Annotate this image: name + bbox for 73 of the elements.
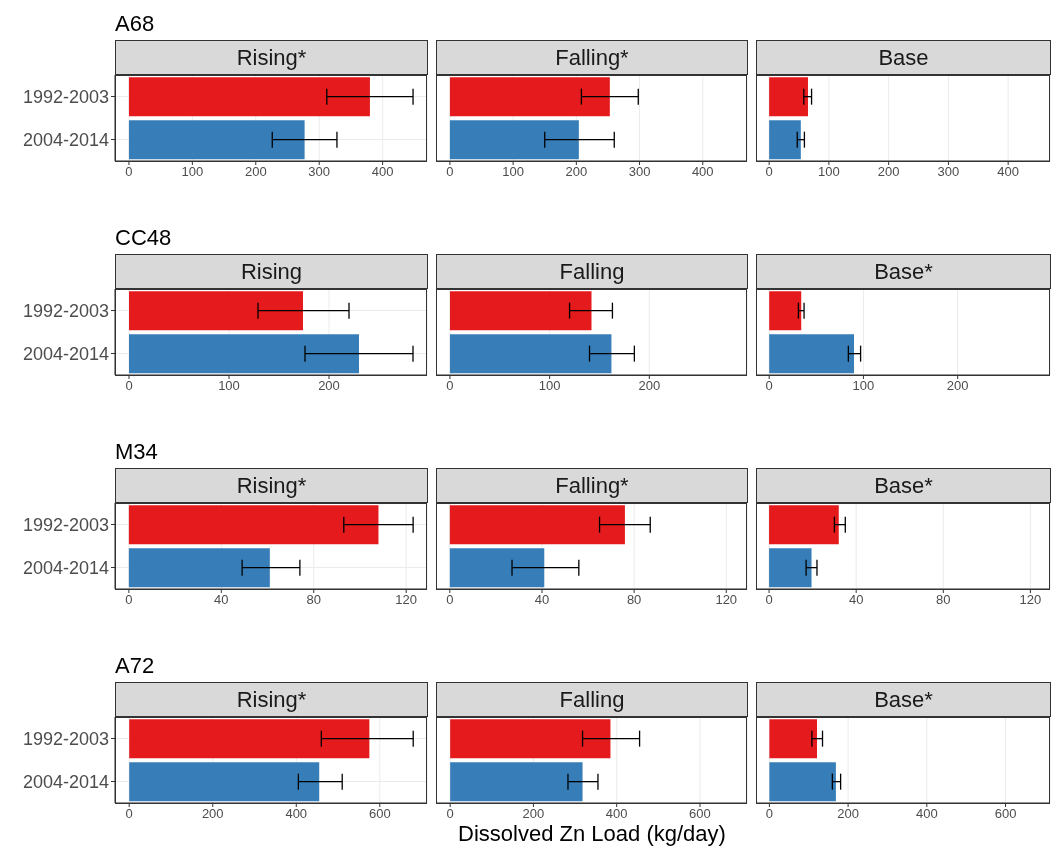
chart-subtitle: Rising* bbox=[115, 40, 428, 75]
x-tick-label: 300 bbox=[308, 164, 331, 180]
x-tick-label: 0 bbox=[765, 378, 773, 394]
y-tick-label: 2004-2014 bbox=[22, 557, 109, 578]
chart-subtitle: Rising* bbox=[115, 682, 428, 717]
x-tick-label: 100 bbox=[818, 164, 840, 180]
chart-title: M34 bbox=[115, 439, 158, 464]
x-tick-label: 200 bbox=[244, 164, 267, 180]
y-tick-label: 2004-2014 bbox=[22, 129, 109, 150]
x-tick-label: 0 bbox=[765, 592, 773, 608]
chart-title: CC48 bbox=[115, 225, 172, 250]
x-tick-label: 400 bbox=[285, 806, 308, 822]
x-tick-label: 40 bbox=[534, 592, 550, 608]
chart-subtitle: Base* bbox=[756, 254, 1051, 289]
x-tick-label: 400 bbox=[997, 164, 1020, 180]
x-tick-label: 0 bbox=[446, 592, 454, 608]
y-tick-label: 1992-2003 bbox=[22, 86, 109, 107]
chart-subtitle: Falling bbox=[436, 682, 748, 717]
x-tick-label: 120 bbox=[395, 592, 418, 608]
x-tick-label: 200 bbox=[877, 164, 900, 180]
x-tick-label: 600 bbox=[368, 806, 391, 822]
chart-subtitle: Rising bbox=[115, 254, 428, 289]
x-tick-label: 200 bbox=[837, 806, 859, 822]
x-tick-label: 80 bbox=[936, 592, 951, 608]
x-tick-label: 120 bbox=[1019, 592, 1042, 608]
chart-title: A68 bbox=[115, 11, 155, 36]
x-tick-label: 600 bbox=[994, 806, 1017, 822]
chart-subtitle: Falling bbox=[436, 254, 748, 289]
x-tick-label: 200 bbox=[522, 806, 545, 822]
x-tick-label: 200 bbox=[565, 164, 588, 180]
x-tick-label: 100 bbox=[538, 378, 561, 394]
x-axis-title: Dissolved Zn Load (kg/day) bbox=[457, 821, 727, 847]
x-tick-label: 100 bbox=[181, 164, 204, 180]
x-tick-label: 120 bbox=[715, 592, 738, 608]
chart-subtitle: Rising* bbox=[115, 468, 428, 503]
chart-subtitle: Base* bbox=[756, 682, 1051, 717]
x-tick-label: 40 bbox=[214, 592, 229, 608]
x-tick-label: 200 bbox=[638, 378, 661, 394]
x-tick-label: 600 bbox=[689, 806, 711, 822]
x-tick-label: 0 bbox=[125, 806, 133, 822]
chart-subtitle: Falling* bbox=[436, 468, 748, 503]
x-tick-label: 300 bbox=[628, 164, 651, 180]
y-tick-label: 2004-2014 bbox=[22, 771, 109, 792]
x-tick-label: 0 bbox=[446, 378, 454, 394]
chart-subtitle: Base bbox=[756, 40, 1051, 75]
x-tick-label: 0 bbox=[125, 164, 133, 180]
y-tick-label: 1992-2003 bbox=[22, 728, 109, 749]
x-tick-label: 80 bbox=[306, 592, 321, 608]
chart-subtitle: Base* bbox=[756, 468, 1051, 503]
x-tick-label: 0 bbox=[125, 592, 133, 608]
x-tick-label: 80 bbox=[626, 592, 642, 608]
chart-title: A72 bbox=[115, 653, 155, 678]
y-tick-label: 1992-2003 bbox=[22, 300, 109, 321]
y-tick-label: 2004-2014 bbox=[22, 343, 109, 364]
x-tick-label: 100 bbox=[218, 378, 240, 394]
x-tick-label: 0 bbox=[446, 164, 454, 180]
x-tick-label: 0 bbox=[765, 164, 773, 180]
x-tick-label: 200 bbox=[946, 378, 969, 394]
y-tick-label: 1992-2003 bbox=[22, 514, 109, 535]
x-tick-label: 300 bbox=[937, 164, 960, 180]
x-tick-label: 400 bbox=[605, 806, 628, 822]
x-tick-label: 400 bbox=[371, 164, 394, 180]
x-tick-label: 40 bbox=[848, 592, 864, 608]
x-tick-label: 0 bbox=[125, 378, 133, 394]
x-tick-label: 400 bbox=[691, 164, 714, 180]
x-tick-label: 400 bbox=[915, 806, 938, 822]
chart-subtitle: Falling* bbox=[436, 40, 748, 75]
x-tick-label: 0 bbox=[765, 806, 773, 822]
x-tick-label: 200 bbox=[201, 806, 224, 822]
x-tick-label: 0 bbox=[446, 806, 454, 822]
x-tick-label: 100 bbox=[852, 378, 875, 394]
x-tick-label: 200 bbox=[318, 378, 340, 394]
x-tick-label: 100 bbox=[502, 164, 524, 180]
